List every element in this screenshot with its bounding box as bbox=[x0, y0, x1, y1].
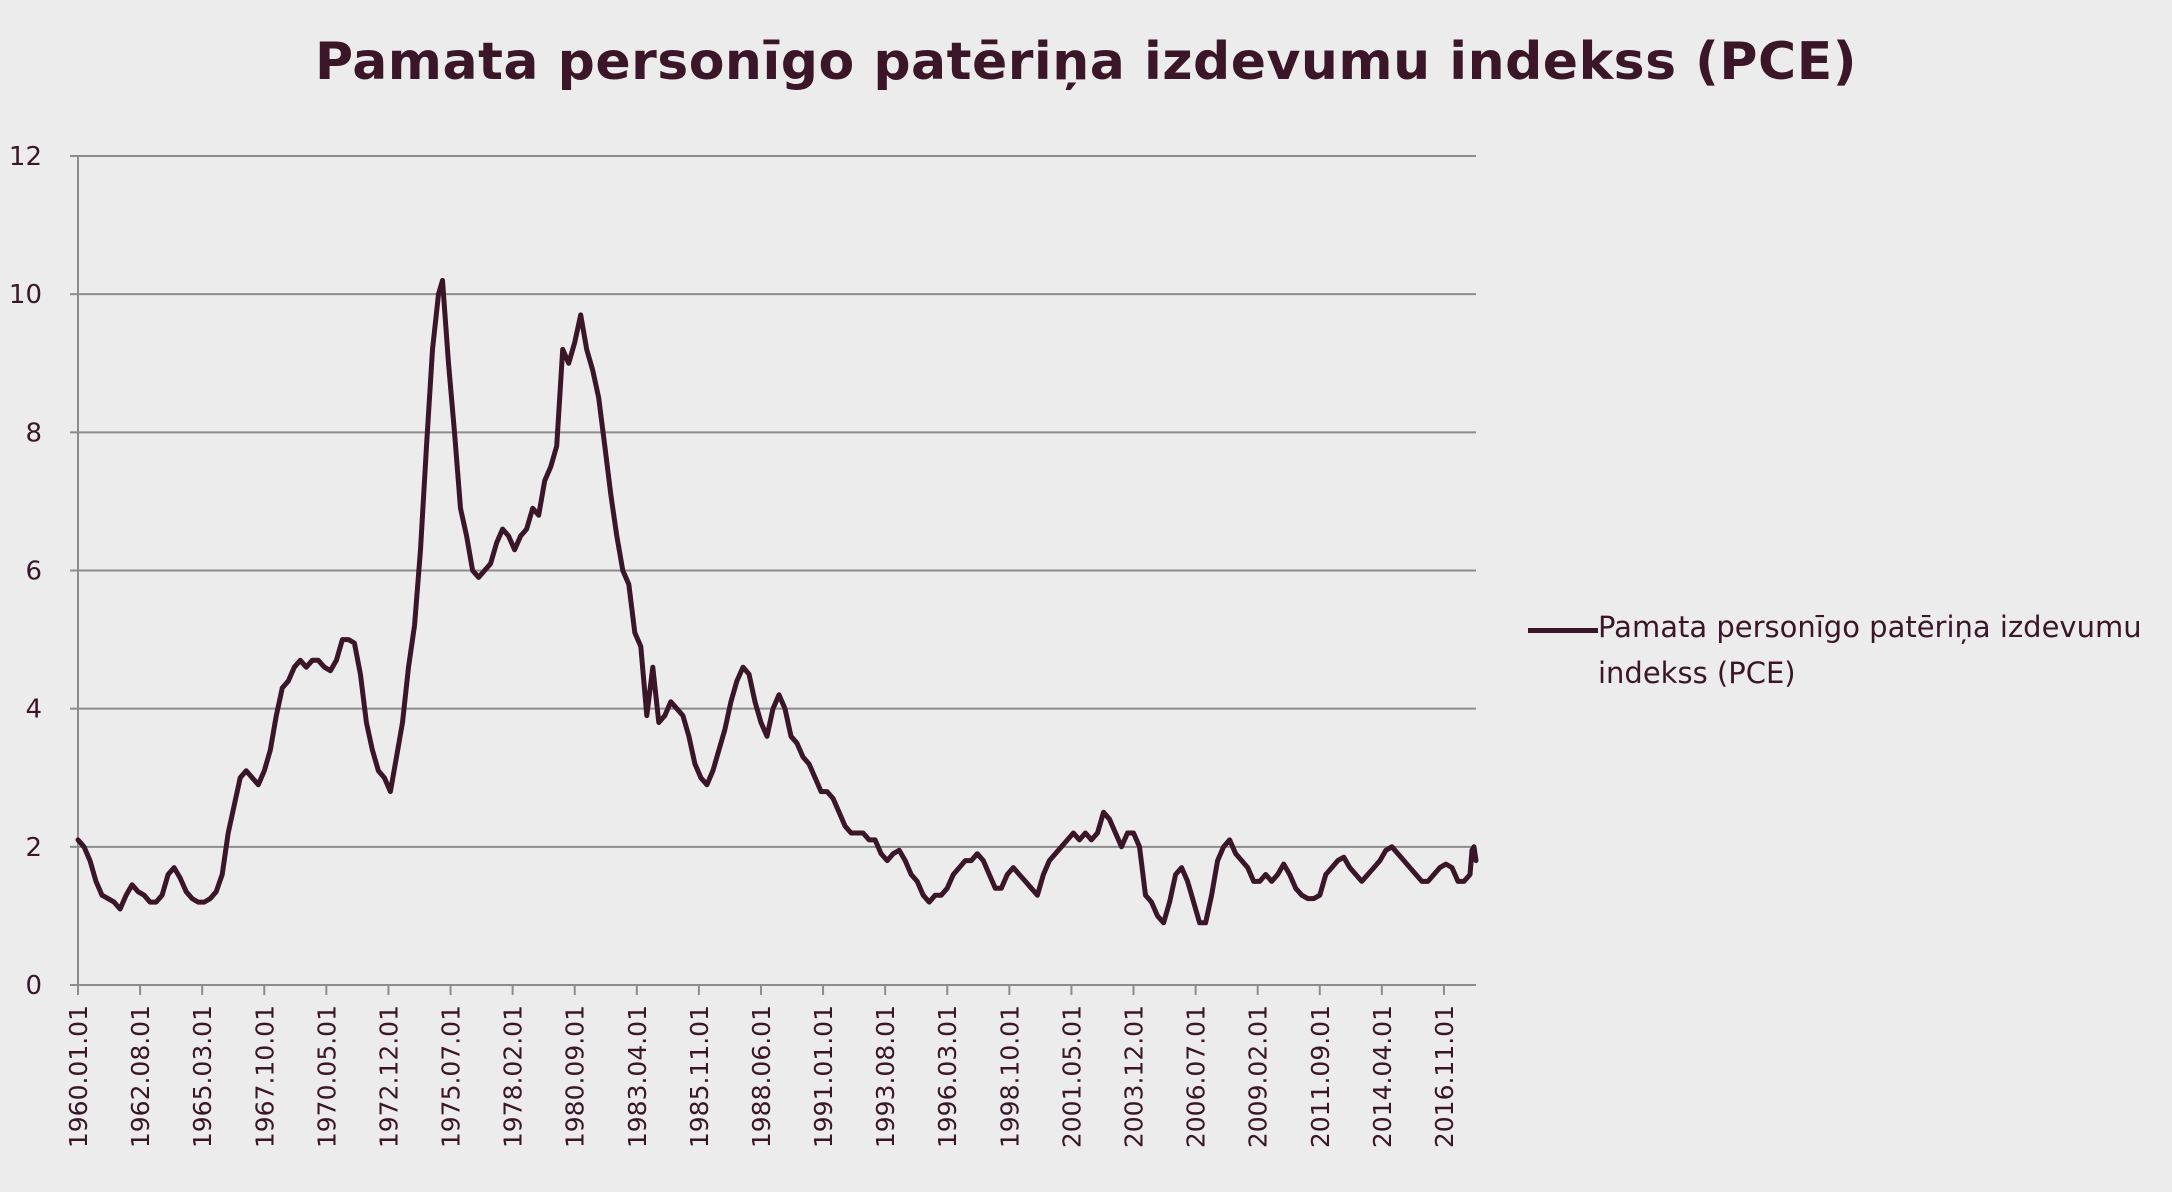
x-tick-label-13: 1993.08.01 bbox=[871, 1005, 900, 1148]
x-tick-label-20: 2011.09.01 bbox=[1306, 1005, 1335, 1148]
y-tick-label-12: 12 bbox=[9, 142, 42, 172]
y-tick-label-8: 8 bbox=[25, 418, 42, 448]
x-tick-label-2: 1965.03.01 bbox=[188, 1005, 217, 1148]
y-tick-label-6: 6 bbox=[25, 557, 42, 587]
y-tick-label-10: 10 bbox=[9, 280, 42, 310]
x-axis-ticks: 1960.01.01 1962.08.01 1965.03.01 1967.10.01… bbox=[64, 985, 1459, 1148]
x-tick-label-8: 1980.09.01 bbox=[561, 1005, 590, 1148]
chart-title: Pamata personīgo patēriņa izdevumu indek… bbox=[314, 32, 1857, 92]
x-tick-label-15: 1998.10.01 bbox=[995, 1005, 1024, 1148]
y-axis-ticks: 0 2 4 6 8 10 12 bbox=[9, 142, 78, 1001]
x-tick-label-5: 1972.12.01 bbox=[374, 1005, 403, 1148]
x-tick-label-6: 1975.07.01 bbox=[437, 1005, 466, 1148]
x-tick-label-7: 1978.02.01 bbox=[499, 1005, 528, 1148]
x-tick-label-1: 1962.08.01 bbox=[126, 1005, 155, 1148]
y-tick-label-4: 4 bbox=[25, 695, 42, 725]
x-tick-label-22: 2016.11.01 bbox=[1430, 1005, 1459, 1148]
x-tick-label-12: 1991.01.01 bbox=[809, 1005, 838, 1148]
legend-swatch bbox=[1528, 628, 1598, 633]
x-tick-label-0: 1960.01.01 bbox=[64, 1005, 93, 1148]
legend-label: Pamata personīgo patēriņa izdevumu indek… bbox=[1598, 610, 2142, 690]
legend: Pamata personīgo patēriņa izdevumu indek… bbox=[1528, 604, 2168, 696]
x-tick-label-3: 1967.10.01 bbox=[250, 1005, 279, 1148]
x-tick-label-10: 1985.11.01 bbox=[685, 1005, 714, 1148]
x-tick-label-19: 2009.02.01 bbox=[1244, 1005, 1273, 1148]
x-tick-label-21: 2014.04.01 bbox=[1368, 1005, 1397, 1148]
y-tick-label-0: 0 bbox=[25, 971, 42, 1001]
x-tick-label-18: 2006.07.01 bbox=[1182, 1005, 1211, 1148]
y-tick-label-2: 2 bbox=[25, 833, 42, 863]
grid-lines bbox=[78, 155, 1476, 848]
x-tick-label-14: 1996.03.01 bbox=[933, 1005, 962, 1148]
series-line-0 bbox=[75, 277, 1479, 926]
series-lines bbox=[75, 277, 1479, 926]
x-tick-label-16: 2001.05.01 bbox=[1057, 1005, 1086, 1148]
x-tick-label-11: 1988.06.01 bbox=[747, 1005, 776, 1148]
x-tick-label-4: 1970.05.01 bbox=[312, 1005, 341, 1148]
x-tick-label-9: 1983.04.01 bbox=[623, 1005, 652, 1148]
x-tick-label-17: 2003.12.01 bbox=[1120, 1005, 1149, 1148]
